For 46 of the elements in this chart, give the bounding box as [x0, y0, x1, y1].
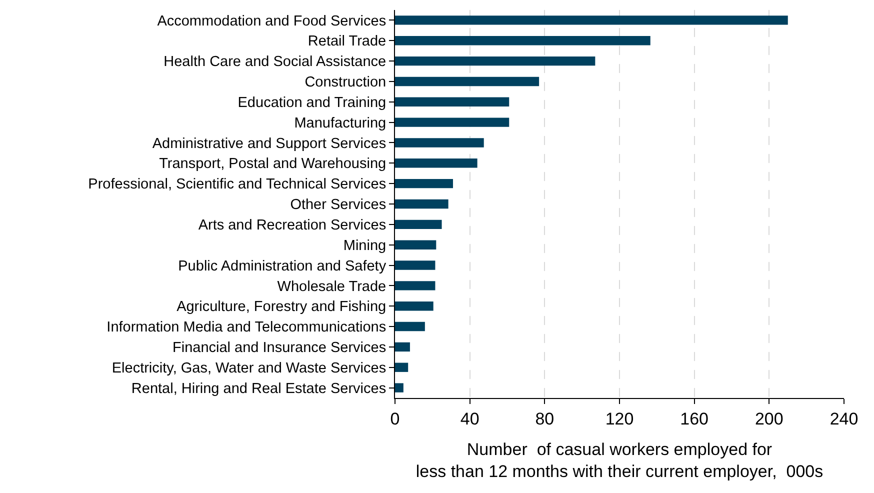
bar — [395, 118, 510, 127]
x-tick-label: 120 — [605, 409, 634, 428]
bar — [395, 178, 453, 188]
x-tick-label: 160 — [680, 409, 709, 428]
y-tick-label: Arts and Recreation Services — [198, 217, 386, 234]
x-tick-label: 40 — [460, 409, 480, 428]
bar — [395, 16, 788, 25]
y-tick-label: Education and Training — [238, 94, 386, 111]
y-tick-label: Public Administration and Safety — [178, 258, 387, 274]
y-tick-label: Professional, Scientific and Technical Services — [88, 176, 386, 193]
y-tick-label: Information Media and Telecommunications — [106, 320, 386, 336]
y-tick-label: Financial and Insurance Services — [172, 340, 386, 356]
bar — [395, 56, 596, 66]
y-tick-label: Agriculture, Forestry and Fishing — [176, 299, 386, 316]
x-tick-label: 80 — [535, 409, 554, 428]
bar — [395, 322, 425, 332]
y-tick-label: Manufacturing — [294, 115, 386, 132]
x-axis-title: Number of casual workers employed for less than 12 months with their current employer, 000s — [416, 440, 824, 481]
bar — [395, 220, 442, 230]
bar — [395, 383, 404, 392]
y-tick-label: Transport, Postal and Warehousing — [159, 156, 386, 172]
x-tick-label: 0 — [390, 409, 400, 428]
x-tick-label: 200 — [754, 409, 784, 428]
bar — [395, 342, 410, 352]
x-tick-label: 240 — [830, 409, 858, 428]
bar — [395, 281, 436, 290]
y-tick-label: Wholesale Trade — [277, 278, 386, 295]
bar — [395, 158, 478, 168]
y-tick-label: Retail Trade — [308, 34, 386, 50]
y-tick-label: Accommodation and Food Services — [157, 13, 386, 30]
y-tick-label: Rental, Hiring and Real Estate Services — [131, 380, 386, 397]
bar — [395, 199, 448, 209]
bar — [395, 138, 484, 148]
y-tick-label: Other Services — [290, 197, 386, 214]
y-tick-label: Construction — [304, 74, 386, 91]
bar — [395, 302, 434, 311]
bar — [395, 260, 436, 270]
bar — [395, 240, 436, 250]
y-tick-label: Mining — [343, 238, 386, 254]
bar — [395, 76, 540, 86]
y-tick-label: Administrative and Support Services — [152, 136, 386, 152]
y-tick-label: Health Care and Social Assistance — [164, 54, 386, 70]
bar — [395, 362, 408, 372]
bar — [395, 36, 650, 46]
y-tick-label: Electricity, Gas, Water and Waste Services — [112, 360, 386, 376]
bar — [395, 97, 510, 106]
